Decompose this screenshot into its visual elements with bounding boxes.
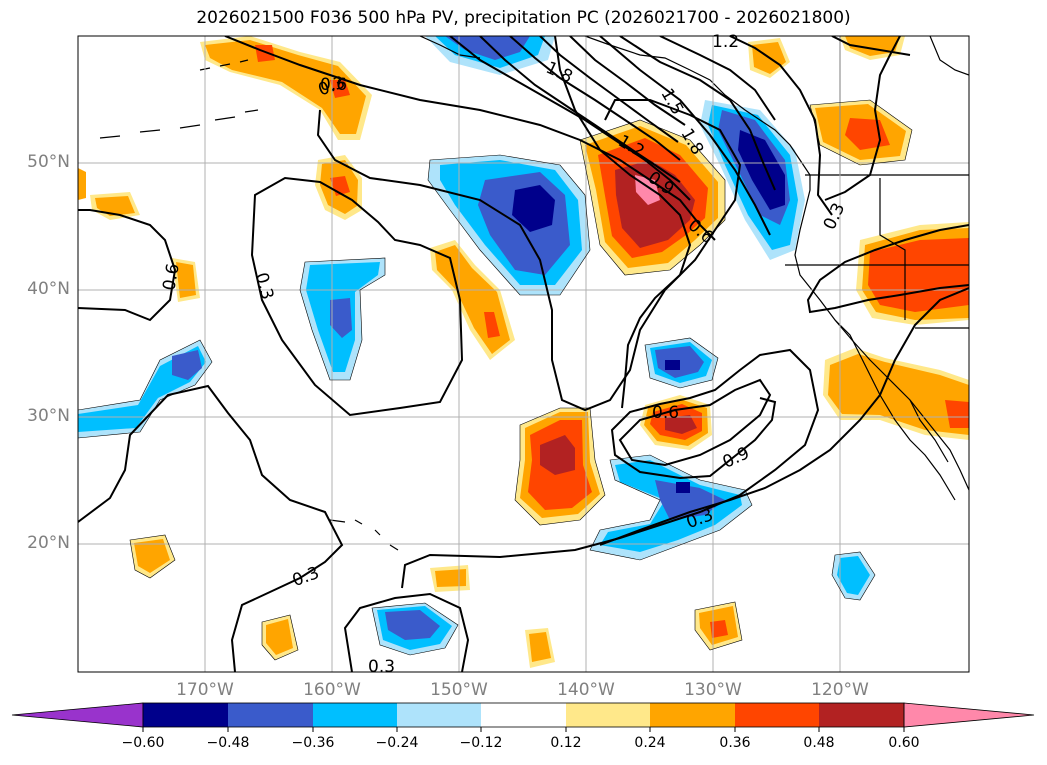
pv-contour-0.9-north [316,99,742,412]
colorbar-tick-label: 0.60 [888,735,920,751]
colorbar [11,702,1035,732]
pv-contour-trough2 [449,36,691,201]
precip-fields [78,36,969,668]
map-frame [77,35,970,673]
pv-contours [78,36,969,672]
pv-contour-east [824,36,901,201]
contour-label: 0.6 [159,262,183,292]
gridlines [78,36,969,672]
contour-label: 0.3 [368,657,395,677]
positive-precip-subtropical-red [515,408,605,525]
contour-label: 0.3 [251,271,277,302]
pv-contour-0.6-sw [618,378,772,467]
negative-precip-gulf-alaska [425,36,555,75]
colorbar-tick-label: −0.12 [459,735,503,751]
colorbar-tick-label: −0.48 [206,735,250,751]
map-title: 2026021500 F036 500 hPa PV, precipitatio… [196,8,851,28]
pv-contour-trough5 [539,36,679,143]
contour-label: 0.9 [720,443,753,473]
pv-contour-0.3-closed [250,176,464,417]
colorbar-segment [819,703,904,727]
pv-contour-trough4 [509,36,681,161]
colorbar-segment [313,703,397,727]
pv-contour-coastal2 [619,36,776,191]
lon-label-150w: 150°W [430,680,488,700]
colorbar-tick-label: −0.60 [121,735,165,751]
colorbar-tick-label: 0.24 [634,735,666,751]
colorbar-tick-label: 0.48 [803,735,835,751]
contour-label: 0.6 [652,403,679,423]
lon-label-160w: 160°W [303,680,361,700]
lat-label-20n: 20°N [27,533,70,553]
pv-contour-0.6-north [78,209,177,322]
contour-label: 0.6 [320,75,347,95]
pv-contour-east-top [831,36,911,56]
precip-outlines [78,99,913,661]
pv-contour-coastal4 [729,36,833,216]
positive-precip-misc [78,36,912,668]
pv-contour-0.3-south [343,592,470,672]
negative-precip-small-blobs [372,338,875,655]
colorbar-tick-label: −0.24 [375,735,419,751]
colorbar-frame [142,702,905,728]
colorbar-segment [735,703,819,727]
pv-contour-trough3 [479,36,681,183]
colorbar-tick-label: −0.36 [291,735,335,751]
lon-label-120w: 120°W [811,680,869,700]
positive-precip-northeast-pacific [580,120,725,275]
pv-contour-trough6 [569,36,686,126]
contour-label: 1.2 [712,32,739,52]
negative-precip-central [300,258,385,380]
colorbar-over-arrow [903,702,1035,728]
lat-label-50n: 50°N [27,152,70,172]
positive-precip-mexico [823,348,969,440]
positive-precip-30n [640,395,712,450]
lon-label-170w: 170°W [176,680,234,700]
colorbar-segment [143,703,228,727]
colorbar-segment [650,703,735,727]
colorbar-segment [228,703,313,727]
colorbar-ticks [142,727,905,732]
colorbar-tick-label: 0.12 [550,735,582,751]
pv-contour-0.3-west [78,384,344,672]
lat-label-30n: 30°N [27,406,70,426]
colorbar-segment [481,703,566,727]
contour-label: 1.5 [656,85,687,118]
colorbar-segment [566,703,650,727]
negative-precip-north-pacific [428,155,590,295]
negative-precip-west [78,340,212,438]
lat-label-40n: 40°N [27,279,70,299]
lon-label-130w: 130°W [684,680,742,700]
colorbar-segment [397,703,481,727]
colorbar-tick-label: 0.36 [719,735,751,751]
colorbar-under-arrow [11,702,144,728]
pv-contour-trough1 [224,36,716,241]
lon-label-140w: 140°W [557,680,615,700]
pv-contour-sw-us [806,224,969,314]
pv-contour-coastal1 [599,36,771,236]
pv-contour-central-east [599,287,969,546]
pv-contour-coastal3 [659,36,776,121]
